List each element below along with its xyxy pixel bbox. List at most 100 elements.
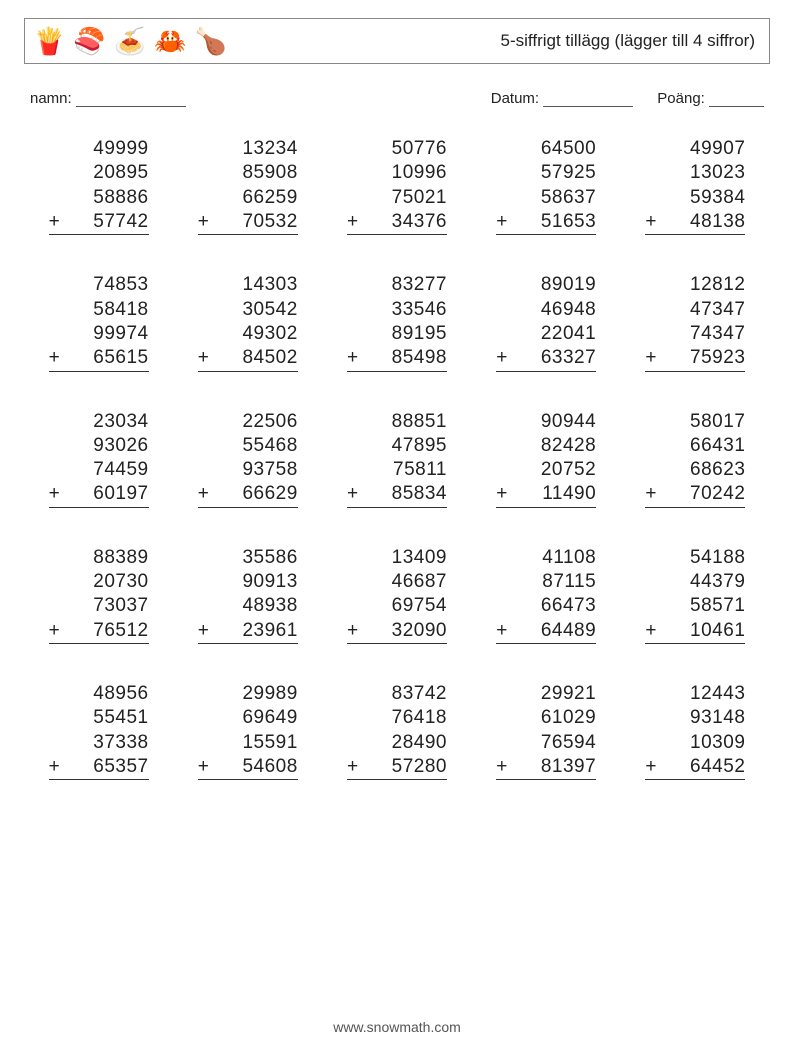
last-addend-row: +66629 — [198, 482, 298, 507]
last-addend-row: +64452 — [645, 755, 745, 780]
last-addend-row: +57742 — [49, 210, 149, 235]
addend: 57280 — [358, 755, 447, 779]
plus-sign: + — [645, 619, 656, 643]
addend: 20730 — [49, 570, 149, 594]
addend: 74459 — [49, 458, 149, 482]
addend: 75923 — [657, 346, 746, 370]
addend: 82428 — [496, 434, 596, 458]
plus-sign: + — [198, 346, 209, 370]
addend: 49907 — [645, 137, 745, 161]
addend: 50776 — [347, 137, 447, 161]
last-addend-row: +70242 — [645, 482, 745, 507]
addend: 70532 — [209, 210, 298, 234]
addend: 84502 — [209, 346, 298, 370]
addend: 68623 — [645, 458, 745, 482]
score-label: Poäng: — [657, 90, 764, 107]
addend: 85498 — [358, 346, 447, 370]
addend: 15591 — [198, 731, 298, 755]
addend: 76512 — [60, 619, 149, 643]
addend: 93026 — [49, 434, 149, 458]
addition-problem: 489565545137338+65357 — [49, 682, 149, 780]
addend: 76418 — [347, 706, 447, 730]
addend: 75811 — [347, 458, 447, 482]
meta-row: namn: Datum: Poäng: — [30, 90, 764, 107]
addend: 46687 — [347, 570, 447, 594]
addition-problem: 541884437958571+10461 — [645, 546, 745, 644]
addition-problem: 883892073073037+76512 — [49, 546, 149, 644]
last-addend-row: +51653 — [496, 210, 596, 235]
last-addend-row: +85834 — [347, 482, 447, 507]
addend: 22041 — [496, 322, 596, 346]
addition-problem: 837427641828490+57280 — [347, 682, 447, 780]
last-addend-row: +75923 — [645, 346, 745, 371]
addition-problem: 299896964915591+54608 — [198, 682, 298, 780]
addend: 69754 — [347, 594, 447, 618]
addend: 88389 — [49, 546, 149, 570]
last-addend-row: +32090 — [347, 619, 447, 644]
addition-problem: 128124734774347+75923 — [645, 273, 745, 371]
plus-sign: + — [645, 346, 656, 370]
addition-problem: 909448242820752+11490 — [496, 410, 596, 508]
addend: 49302 — [198, 322, 298, 346]
addend: 87115 — [496, 570, 596, 594]
addend: 29921 — [496, 682, 596, 706]
addend: 90944 — [496, 410, 596, 434]
addend: 88851 — [347, 410, 447, 434]
addend: 93758 — [198, 458, 298, 482]
addend: 13234 — [198, 137, 298, 161]
addend: 11490 — [507, 482, 596, 506]
addend: 20895 — [49, 161, 149, 185]
addition-problem: 124439314810309+64452 — [645, 682, 745, 780]
sushi-icon: 🍣 — [73, 28, 105, 54]
last-addend-row: +11490 — [496, 482, 596, 507]
addend: 51653 — [507, 210, 596, 234]
addend: 85834 — [358, 482, 447, 506]
crab-icon: 🦀 — [154, 28, 186, 54]
footer-url: www.snowmath.com — [0, 1019, 794, 1035]
addition-problem: 143033054249302+84502 — [198, 273, 298, 371]
last-addend-row: +48138 — [645, 210, 745, 235]
addend: 30542 — [198, 298, 298, 322]
addend: 54188 — [645, 546, 745, 570]
addend: 41108 — [496, 546, 596, 570]
last-addend-row: +60197 — [49, 482, 149, 507]
addition-problem: 355869091348938+23961 — [198, 546, 298, 644]
addend: 57925 — [496, 161, 596, 185]
plus-sign: + — [496, 210, 507, 234]
addition-problem: 225065546893758+66629 — [198, 410, 298, 508]
addend: 83277 — [347, 273, 447, 297]
addend: 90913 — [198, 570, 298, 594]
addition-problem: 507761099675021+34376 — [347, 137, 447, 235]
problems-grid: 499992089558886+57742132348590866259+705… — [24, 137, 770, 780]
plus-sign: + — [49, 755, 60, 779]
addition-problem: 132348590866259+70532 — [198, 137, 298, 235]
addend: 66431 — [645, 434, 745, 458]
addend: 46948 — [496, 298, 596, 322]
last-addend-row: +65357 — [49, 755, 149, 780]
addend: 54608 — [209, 755, 298, 779]
addend: 13409 — [347, 546, 447, 570]
header-icons: 🍟 🍣 🍝 🦀 🍗 — [33, 28, 227, 54]
addend: 59384 — [645, 186, 745, 210]
plus-sign: + — [49, 346, 60, 370]
plus-sign: + — [645, 210, 656, 234]
plus-sign: + — [198, 619, 209, 643]
last-addend-row: +54608 — [198, 755, 298, 780]
plus-sign: + — [347, 210, 358, 234]
plus-sign: + — [347, 619, 358, 643]
addend: 37338 — [49, 731, 149, 755]
addend: 47895 — [347, 434, 447, 458]
addend: 55468 — [198, 434, 298, 458]
addition-problem: 888514789575811+85834 — [347, 410, 447, 508]
addend: 23961 — [209, 619, 298, 643]
date-blank — [543, 92, 633, 107]
header-box: 🍟 🍣 🍝 🦀 🍗 5-siffrigt tillägg (lägger til… — [24, 18, 770, 64]
addend: 34376 — [358, 210, 447, 234]
addend: 58886 — [49, 186, 149, 210]
addition-problem: 134094668769754+32090 — [347, 546, 447, 644]
name-blank — [76, 92, 186, 107]
addend: 58571 — [645, 594, 745, 618]
addend: 29989 — [198, 682, 298, 706]
addition-problem: 299216102976594+81397 — [496, 682, 596, 780]
score-blank — [709, 92, 764, 107]
